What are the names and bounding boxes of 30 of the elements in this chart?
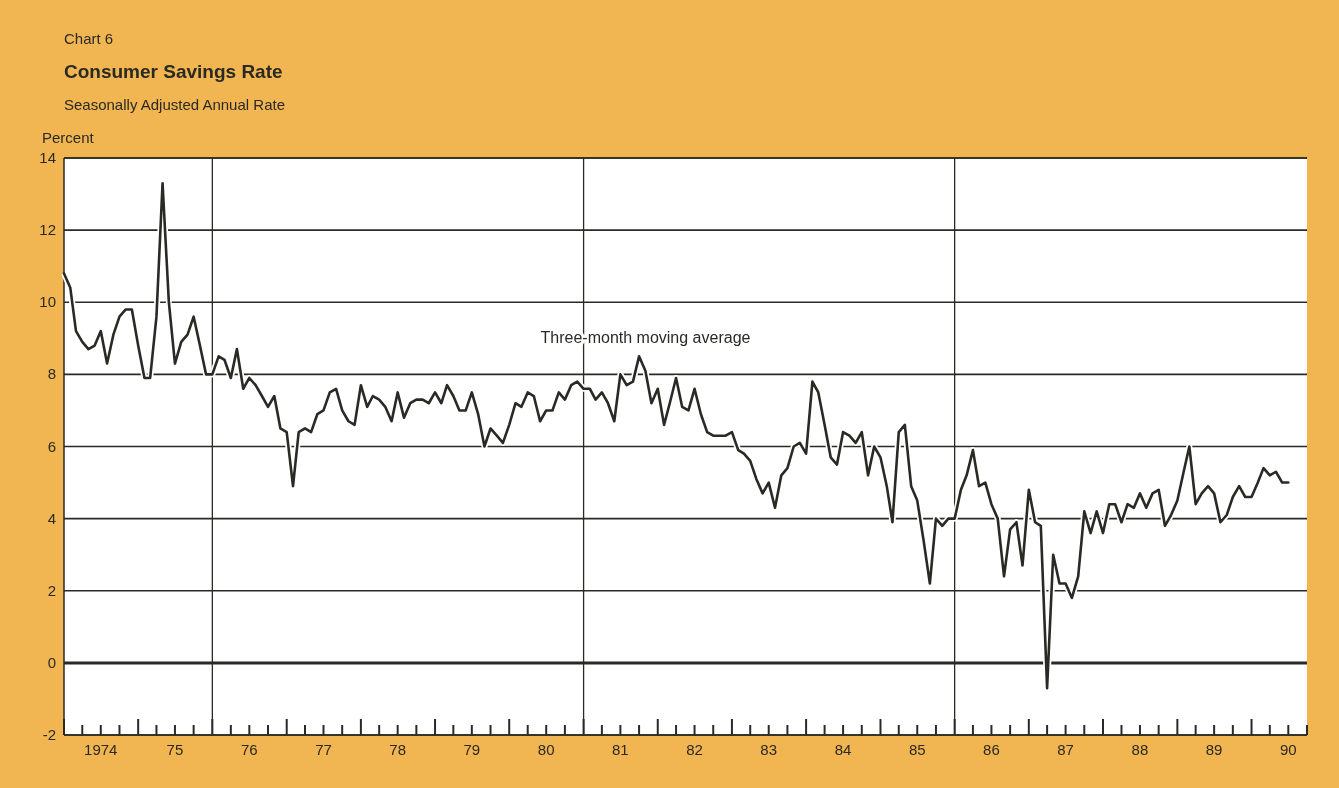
x-tick-label: 82 <box>686 741 703 758</box>
x-tick-label: 90 <box>1279 741 1297 758</box>
y-tick-label: 12 <box>39 221 56 239</box>
x-tick-label: 78 <box>389 741 407 758</box>
x-tick-label: 86 <box>983 741 1000 758</box>
y-tick-label: 14 <box>39 149 56 166</box>
y-tick-label: -2 <box>42 726 56 743</box>
y-tick-label: 4 <box>47 509 56 527</box>
x-tick-label: 88 <box>1131 741 1149 758</box>
chart-subtitle: Seasonally Adjusted Annual Rate <box>64 96 285 113</box>
y-tick-label: 10 <box>39 293 56 311</box>
y-tick-label: 6 <box>47 437 56 455</box>
x-tick-label: 89 <box>1205 741 1223 758</box>
x-tick-label: 79 <box>463 741 481 758</box>
y-axis-title: Percent <box>42 129 95 146</box>
x-tick-label: 85 <box>908 741 926 758</box>
y-tick-label: 2 <box>47 581 56 599</box>
x-tick-label: 81 <box>612 741 629 758</box>
x-tick-label: 83 <box>760 741 778 758</box>
x-tick-label: 77 <box>315 741 332 758</box>
x-tick-label: 87 <box>1057 741 1074 758</box>
x-tick-label: 75 <box>166 741 184 758</box>
x-tick-label: 84 <box>834 741 852 758</box>
chart-title: Consumer Savings Rate <box>64 61 283 82</box>
x-tick-label: 1974 <box>84 741 118 758</box>
x-tick-label: 80 <box>537 741 555 758</box>
caption: Chart 6 <box>64 30 114 47</box>
x-tick-label: 76 <box>240 741 258 758</box>
y-tick-label: 0 <box>47 653 56 671</box>
y-tick-label: 8 <box>47 365 56 383</box>
